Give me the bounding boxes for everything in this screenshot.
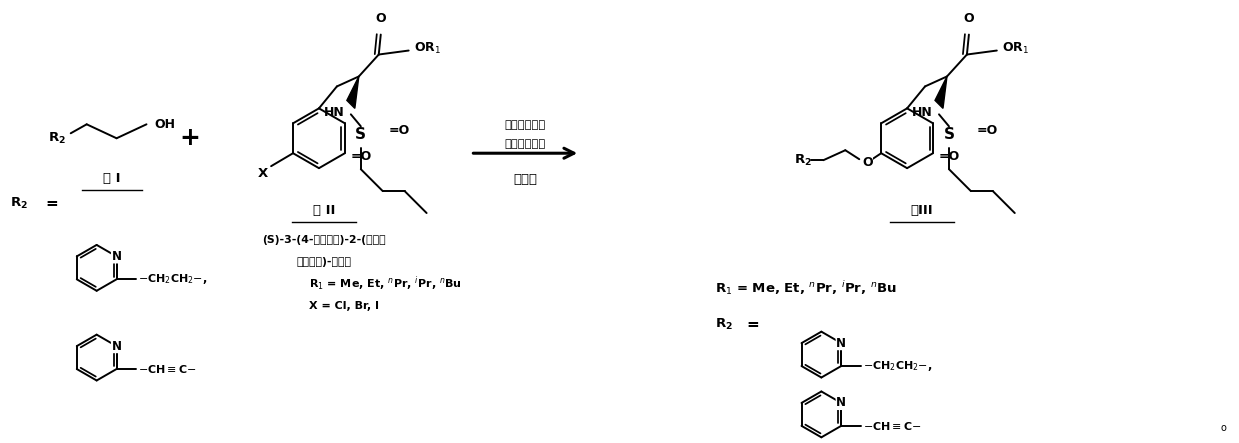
Text: R$_1$ = Me, Et, $^n$Pr, $^i$Pr, $^n$Bu: R$_1$ = Me, Et, $^n$Pr, $^i$Pr, $^n$Bu (309, 275, 462, 293)
Text: 铜试剂，碱，: 铜试剂，碱， (504, 120, 546, 130)
Text: $-$CH$_2$CH$_2$$-$,: $-$CH$_2$CH$_2$$-$, (864, 359, 933, 373)
Text: =O: =O (976, 124, 999, 137)
Text: +: + (178, 126, 199, 150)
Text: O: O (964, 12, 974, 25)
Text: 式III: 式III (911, 203, 933, 217)
Polygon shape (935, 77, 947, 109)
Text: =O: =O (389, 124, 410, 137)
Text: N: N (836, 337, 846, 350)
Text: $\mathbf{R_2}$: $\mathbf{R_2}$ (794, 153, 813, 168)
Text: R$_1$ = Me, Et, $^n$Pr, $^i$Pr, $^n$Bu: R$_1$ = Me, Et, $^n$Pr, $^i$Pr, $^n$Bu (715, 279, 897, 297)
Text: =O: =O (938, 150, 959, 163)
Text: HN: HN (912, 106, 933, 119)
Text: S: S (943, 127, 954, 142)
Text: o: o (1220, 424, 1227, 433)
Text: 磺酰氨基)-丙酸酯: 磺酰氨基)-丙酸酯 (296, 257, 352, 267)
Text: =: = (46, 195, 58, 210)
Polygon shape (347, 77, 359, 109)
Text: =: = (746, 317, 760, 332)
Text: 第一步: 第一步 (513, 173, 538, 186)
Text: HN: HN (323, 106, 344, 119)
Text: $\mathbf{R_2}$: $\mathbf{R_2}$ (48, 131, 66, 146)
Text: $-$CH$_2$CH$_2$$-$,: $-$CH$_2$CH$_2$$-$, (139, 272, 208, 286)
Text: S: S (356, 127, 367, 142)
Text: N: N (836, 396, 846, 409)
Text: =O: =O (351, 150, 372, 163)
Text: OR$_1$: OR$_1$ (414, 41, 441, 56)
Text: $\mathbf{R_2}$: $\mathbf{R_2}$ (715, 317, 732, 332)
Text: O: O (862, 155, 872, 169)
Text: X = Cl, Br, I: X = Cl, Br, I (309, 301, 379, 311)
Text: OR$_1$: OR$_1$ (1002, 41, 1028, 56)
Text: OH: OH (154, 118, 175, 131)
Text: $\mathbf{R_2}$: $\mathbf{R_2}$ (10, 195, 27, 210)
Text: 添加物，溶剂: 添加物，溶剂 (504, 139, 546, 149)
Text: 式 II: 式 II (312, 203, 335, 217)
Text: N: N (112, 340, 121, 353)
Text: $-$CH$\equiv$C$-$: $-$CH$\equiv$C$-$ (139, 363, 197, 375)
Text: (S)-3-(4-卤代苯基)-2-(正丁基: (S)-3-(4-卤代苯基)-2-(正丁基 (263, 235, 385, 245)
Text: 式 I: 式 I (103, 171, 120, 185)
Text: N: N (112, 250, 121, 263)
Text: X: X (258, 167, 269, 180)
Text: O: O (375, 12, 387, 25)
Text: $-$CH$\equiv$C$-$: $-$CH$\equiv$C$-$ (864, 420, 922, 432)
